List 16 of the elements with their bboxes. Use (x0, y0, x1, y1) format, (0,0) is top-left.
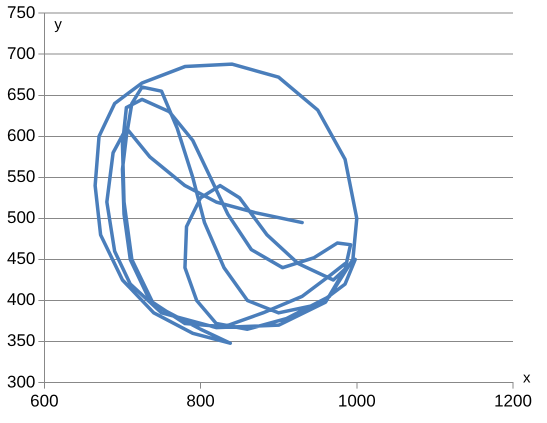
y-tick-label: 300 (6, 372, 36, 392)
y-tick-label: 500 (6, 208, 36, 228)
y-tick-label: 600 (6, 126, 36, 146)
y-tick-label: 750 (6, 2, 36, 22)
y-tick-label: 350 (6, 331, 36, 350)
y-tick-label: 700 (6, 44, 36, 63)
y-tick-label: 650 (6, 84, 36, 104)
y-tick-label: 550 (6, 167, 36, 186)
x-tick-label: 800 (186, 391, 215, 410)
x-tick-label: 1200 (494, 391, 532, 410)
x-tick-label: 600 (30, 391, 59, 410)
y-tick-label: 400 (6, 290, 36, 310)
x-tick-label: 1000 (338, 391, 376, 410)
y-axis-title: y (54, 16, 62, 33)
x-axis-title: x (523, 370, 531, 387)
y-tick-label: 450 (6, 249, 36, 268)
